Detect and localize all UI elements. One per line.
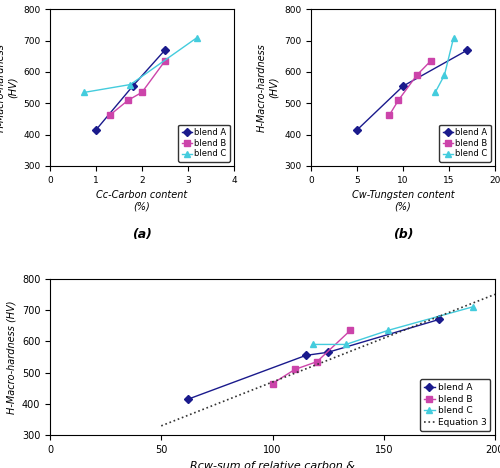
blend C [82, 89, 87, 95]
blend B [348, 328, 354, 333]
Legend: blend A, blend B, blend C: blend A, blend B, blend C [178, 125, 230, 162]
blend A [93, 127, 99, 133]
Text: (b): (b) [393, 228, 413, 241]
Line: blend B: blend B [386, 58, 434, 118]
blend A [400, 83, 406, 89]
Y-axis label: H-Macro-hardness
(HV): H-Macro-hardness (HV) [257, 43, 278, 132]
blend B [107, 112, 113, 118]
blend A [325, 350, 331, 355]
blend C [450, 35, 456, 40]
blend C [442, 73, 448, 78]
blend B [314, 359, 320, 365]
blend A [130, 83, 136, 89]
blend B [292, 366, 298, 372]
blend A [464, 47, 470, 53]
Y-axis label: H-Macro-hardness (HV): H-Macro-hardness (HV) [6, 300, 16, 414]
blend C [343, 342, 349, 347]
Y-axis label: H-Macro-hardness
(HV): H-Macro-hardness (HV) [0, 43, 18, 132]
Legend: blend A, blend B, blend C: blend A, blend B, blend C [440, 125, 491, 162]
Line: blend B: blend B [107, 58, 168, 118]
blend C [385, 328, 391, 333]
Line: blend A: blend A [354, 47, 470, 133]
Line: blend A: blend A [185, 316, 442, 402]
blend A [162, 47, 168, 53]
blend B [125, 97, 131, 103]
blend A [303, 352, 309, 358]
blend C [310, 342, 316, 347]
Line: blend C: blend C [82, 35, 200, 95]
X-axis label: Cc-Carbon content
(%): Cc-Carbon content (%) [96, 190, 188, 212]
Line: blend C: blend C [310, 304, 476, 347]
blend A [436, 316, 442, 322]
blend A [354, 127, 360, 133]
blend C [128, 82, 134, 88]
blend B [270, 381, 276, 387]
Legend: blend A, blend B, blend C, Equation 3: blend A, blend B, blend C, Equation 3 [420, 380, 490, 431]
blend C [432, 89, 438, 95]
blend B [139, 89, 145, 95]
blend B [386, 112, 392, 118]
Line: blend C: blend C [432, 35, 456, 95]
blend B [162, 58, 168, 64]
blend C [470, 304, 476, 310]
Line: blend A: blend A [93, 47, 168, 133]
blend B [428, 58, 434, 64]
X-axis label: Rcw-sum of relative carbon &
relative tungsten content (%): Rcw-sum of relative carbon & relative tu… [190, 461, 355, 468]
Text: (a): (a) [132, 228, 152, 241]
blend A [185, 396, 191, 402]
blend B [414, 73, 420, 78]
X-axis label: Cw-Tungsten content
(%): Cw-Tungsten content (%) [352, 190, 455, 212]
blend C [194, 35, 200, 40]
blend B [396, 97, 402, 103]
Line: blend B: blend B [270, 328, 353, 387]
